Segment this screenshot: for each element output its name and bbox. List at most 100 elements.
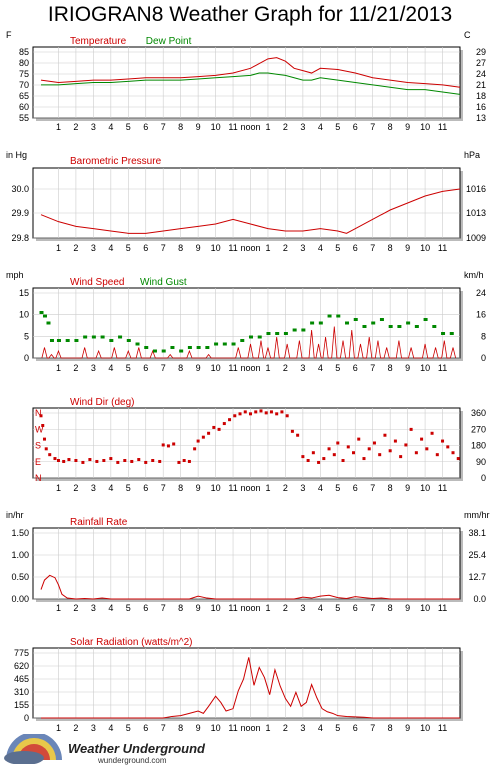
hour-label: 4 (108, 243, 113, 253)
hour-label: 10 (420, 122, 430, 132)
legend-0: Wind Speed (70, 277, 124, 288)
wind-dir-point (217, 427, 221, 431)
wind-gust-point (126, 339, 131, 342)
hour-label: 7 (370, 603, 375, 613)
hour-label: 10 (420, 243, 430, 253)
left-unit: mph (6, 270, 24, 280)
wind-dir-point (193, 447, 197, 451)
wind-dir-point (207, 431, 211, 435)
y-tick-label: 155 (14, 700, 29, 710)
hour-label: 9 (196, 243, 201, 253)
hour-label: 2 (283, 603, 288, 613)
y-tick-label-right: 0 (481, 473, 486, 483)
y-tick-label-right: 21 (476, 80, 486, 90)
wind-dir-point (383, 433, 387, 437)
hour-label: 11 (228, 363, 237, 373)
hour-label: 7 (161, 122, 166, 132)
hour-label: 11 (438, 723, 447, 733)
wind-dir-point (301, 455, 305, 459)
y-tick-label: 775 (14, 648, 29, 658)
hour-label: 1 (56, 363, 61, 373)
wind-dir-point (254, 410, 258, 414)
hour-label: 3 (300, 483, 305, 493)
wind-dir-point (290, 429, 294, 433)
hour-label: 9 (196, 483, 201, 493)
wind-gust-point (65, 339, 70, 342)
chart-solar: 1 2 3 4 5 6 7 8 9 10 11 noon 1 2 3 4 5 6 7 8 9 10 117756204653… (14, 637, 463, 733)
hour-label: 4 (318, 363, 323, 373)
wind-gust-point (205, 346, 210, 349)
wind-dir-point (451, 451, 455, 455)
wind-dir-point (372, 441, 376, 445)
hour-label: 3 (300, 122, 305, 132)
wind-gust-point (257, 335, 262, 339)
hour-label: 9 (196, 122, 201, 132)
hour-label: 4 (318, 723, 323, 733)
hour-label: 1 (265, 603, 270, 613)
wind-gust-point (327, 314, 332, 318)
hour-label: 8 (178, 243, 183, 253)
wind-dir-point (414, 451, 418, 455)
wind-dir-point (88, 458, 92, 462)
wind-dir-point (130, 459, 134, 463)
wind-dir-point (187, 459, 191, 463)
hour-label: 2 (283, 483, 288, 493)
wind-gust-point (336, 314, 341, 318)
hour-label: 4 (318, 483, 323, 493)
y-tick-label: 1.50 (11, 528, 29, 538)
hour-label: 2 (73, 243, 78, 253)
hour-label: 4 (318, 122, 323, 132)
y-tick-label-right: 16 (476, 310, 486, 320)
wind-dir-point (296, 433, 300, 437)
y-tick-label-right: 27 (476, 58, 486, 68)
y-tick-label: 15 (19, 288, 29, 298)
y-tick-label: 310 (14, 687, 29, 697)
hour-label: noon (240, 483, 260, 493)
wind-dir-point (404, 443, 408, 447)
hour-label: 11 (228, 122, 237, 132)
hour-label: 1 (265, 483, 270, 493)
y-tick-label-right: 12.7 (468, 572, 486, 582)
wind-dir-point (201, 435, 205, 439)
hour-label: 4 (108, 723, 113, 733)
hour-label: 8 (388, 363, 393, 373)
wind-dir-point (95, 459, 99, 463)
wind-dir-point (425, 447, 429, 451)
y-tick-label: 55 (19, 113, 29, 123)
wind-dir-point (306, 459, 310, 462)
y-tick-label: 85 (19, 47, 29, 57)
wind-gust-point (179, 349, 184, 353)
y-tick-label: 29.9 (11, 208, 29, 218)
series-line (40, 57, 461, 88)
hour-label: 3 (300, 723, 305, 733)
wind-dir-point (332, 453, 336, 457)
y-tick-label: 70 (19, 80, 29, 90)
hour-label: 3 (300, 363, 305, 373)
panel-frame (32, 647, 461, 719)
y-tick-label: 30.0 (11, 184, 29, 194)
wind-dir-point (409, 427, 413, 431)
y-tick-label-right: 1009 (466, 233, 486, 243)
hour-label: 11 (228, 483, 237, 493)
hour-label: 5 (126, 243, 131, 253)
wind-dir-point (62, 459, 66, 463)
hour-label: 10 (211, 603, 221, 613)
hour-label: 6 (353, 483, 358, 493)
wind-gust-point (449, 332, 454, 335)
hour-label: 7 (161, 603, 166, 613)
wind-dir-point (116, 460, 120, 464)
hour-label: 7 (161, 363, 166, 373)
hour-label: 1 (265, 363, 270, 373)
hour-label: 2 (283, 243, 288, 253)
y-tick-label: 29.8 (11, 233, 29, 243)
y-tick-label-right: 180 (471, 441, 486, 451)
wind-dir-point (48, 453, 52, 457)
series-line (41, 72, 461, 95)
wind-dir-point (151, 459, 155, 462)
hour-label: 1 (56, 122, 61, 132)
hour-label: noon (240, 122, 260, 132)
wind-gust-point (74, 339, 79, 342)
hour-label: 10 (420, 483, 430, 493)
wind-gust-point (42, 314, 47, 318)
